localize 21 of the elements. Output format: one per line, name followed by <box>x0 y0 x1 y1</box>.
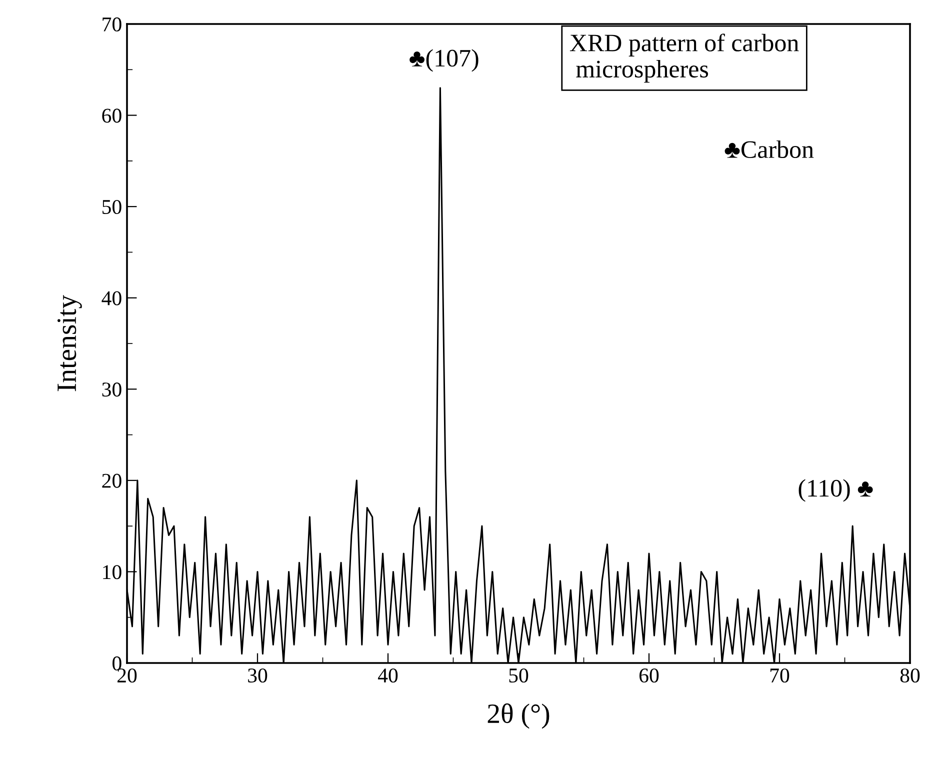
y-tick-label: 20 <box>102 474 122 488</box>
x-tick-label: 50 <box>509 668 528 683</box>
y-tick-label: 70 <box>102 17 122 32</box>
x-tick-label: 20 <box>118 668 137 683</box>
y-tick-label: 30 <box>102 382 122 397</box>
annotation: ♣Carbon <box>724 140 814 158</box>
x-tick-label: 80 <box>900 668 920 683</box>
y-tick-label: 0 <box>112 656 122 670</box>
annotation: (110) ♣ <box>798 479 873 502</box>
x-axis-title: 2θ (°) <box>488 703 550 729</box>
text: XRD pattern of carbon microspheres <box>570 34 799 83</box>
x-tick-label: 40 <box>378 668 398 683</box>
x-tick-label: 30 <box>248 668 268 683</box>
x-tick-label: 70 <box>770 668 790 683</box>
y-tick-label: 60 <box>102 108 122 123</box>
y-tick-label: 10 <box>103 565 122 580</box>
y-tick-label: 50 <box>102 200 122 214</box>
y-axis-title: Intensity <box>57 295 82 392</box>
x-tick-label: 60 <box>639 668 659 683</box>
y-tick-label: 40 <box>102 291 122 306</box>
annotation: ♣(107) <box>410 49 478 72</box>
